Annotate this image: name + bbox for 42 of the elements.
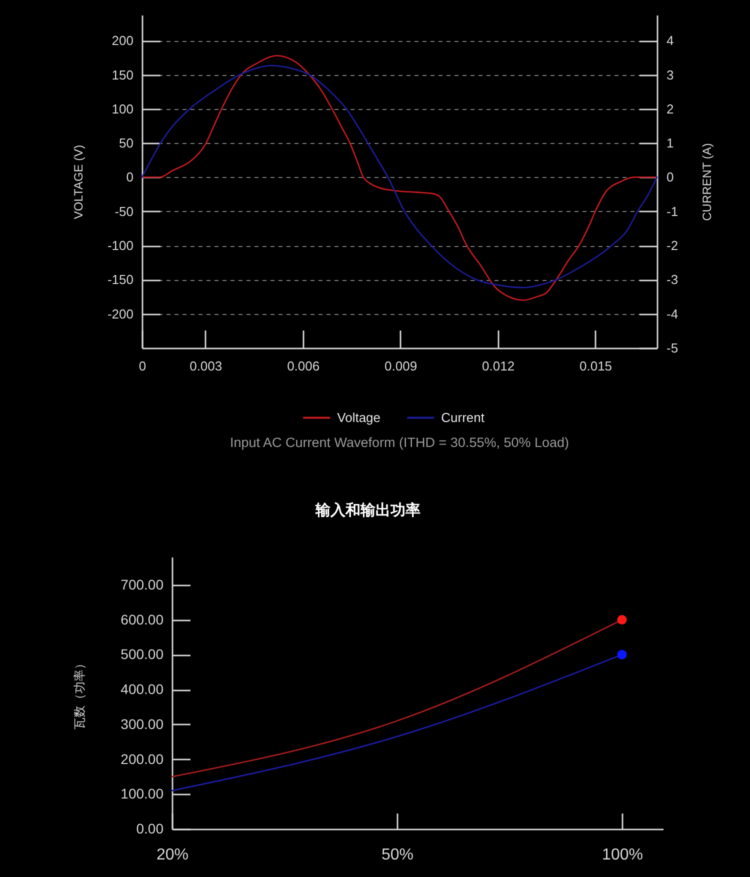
y-tick-label: -50	[114, 204, 134, 219]
y2-tick-label: -3	[666, 272, 678, 288]
y2-tick-label: -2	[666, 238, 678, 254]
y-tick-label: 0	[126, 170, 134, 185]
y2-tick-label: -4	[666, 306, 678, 322]
y-tick-label: 600.00	[120, 611, 164, 628]
y-tick-label: 300.00	[120, 716, 164, 732]
y-tick-label: 100.00	[120, 786, 164, 802]
x-tick-label: 50%	[381, 846, 414, 864]
y-tick-label: -100	[107, 238, 134, 254]
x-tick-label: 0.009	[384, 358, 418, 374]
x-tick-label: 20%	[156, 846, 189, 864]
x-tick-label: 100%	[602, 846, 643, 864]
y-tick-label: -200	[107, 306, 134, 322]
y-tick-label: 200.00	[120, 750, 164, 767]
y-tick-label: 0.00	[136, 820, 164, 836]
x-tick-label: 0.006	[287, 358, 320, 374]
y-axis-title: 瓦数（功率）	[72, 658, 87, 730]
y2-tick-label: 2	[666, 101, 674, 116]
y-tick-label: 150	[112, 67, 134, 82]
chart-title: 输入和输出功率	[314, 501, 421, 519]
y-tick-label: 700.00	[120, 576, 164, 592]
x-tick-label: 0.012	[482, 358, 515, 374]
text: Input AC Current Waveform (ITHD = 30.55%, 50% Load)	[230, 435, 570, 450]
y-tick-label: 400.00	[120, 681, 164, 698]
y-tick-label: 500.00	[120, 646, 164, 662]
y2-tick-label: 0	[666, 170, 674, 185]
x-tick-label: 0.015	[579, 358, 612, 374]
legend-label: Current	[441, 410, 485, 425]
y2-tick-label: 3	[666, 67, 674, 82]
x-tick-label: 0.003	[190, 358, 222, 374]
y-tick-label: 50	[119, 136, 134, 151]
legend-label: Voltage	[337, 410, 381, 425]
y2-axis-title: CURRENT (A)	[700, 143, 714, 221]
y-tick-label: -150	[107, 272, 134, 288]
y2-tick-label: 1	[666, 136, 674, 151]
y2-tick-label: -5	[666, 340, 678, 356]
y-tick-label: 100	[112, 101, 134, 116]
y-tick-label: 200	[112, 33, 134, 48]
y-axis-title: VOLTAGE (V)	[71, 144, 86, 220]
y2-tick-label: -1	[666, 204, 678, 219]
y2-tick-label: 4	[666, 33, 674, 48]
